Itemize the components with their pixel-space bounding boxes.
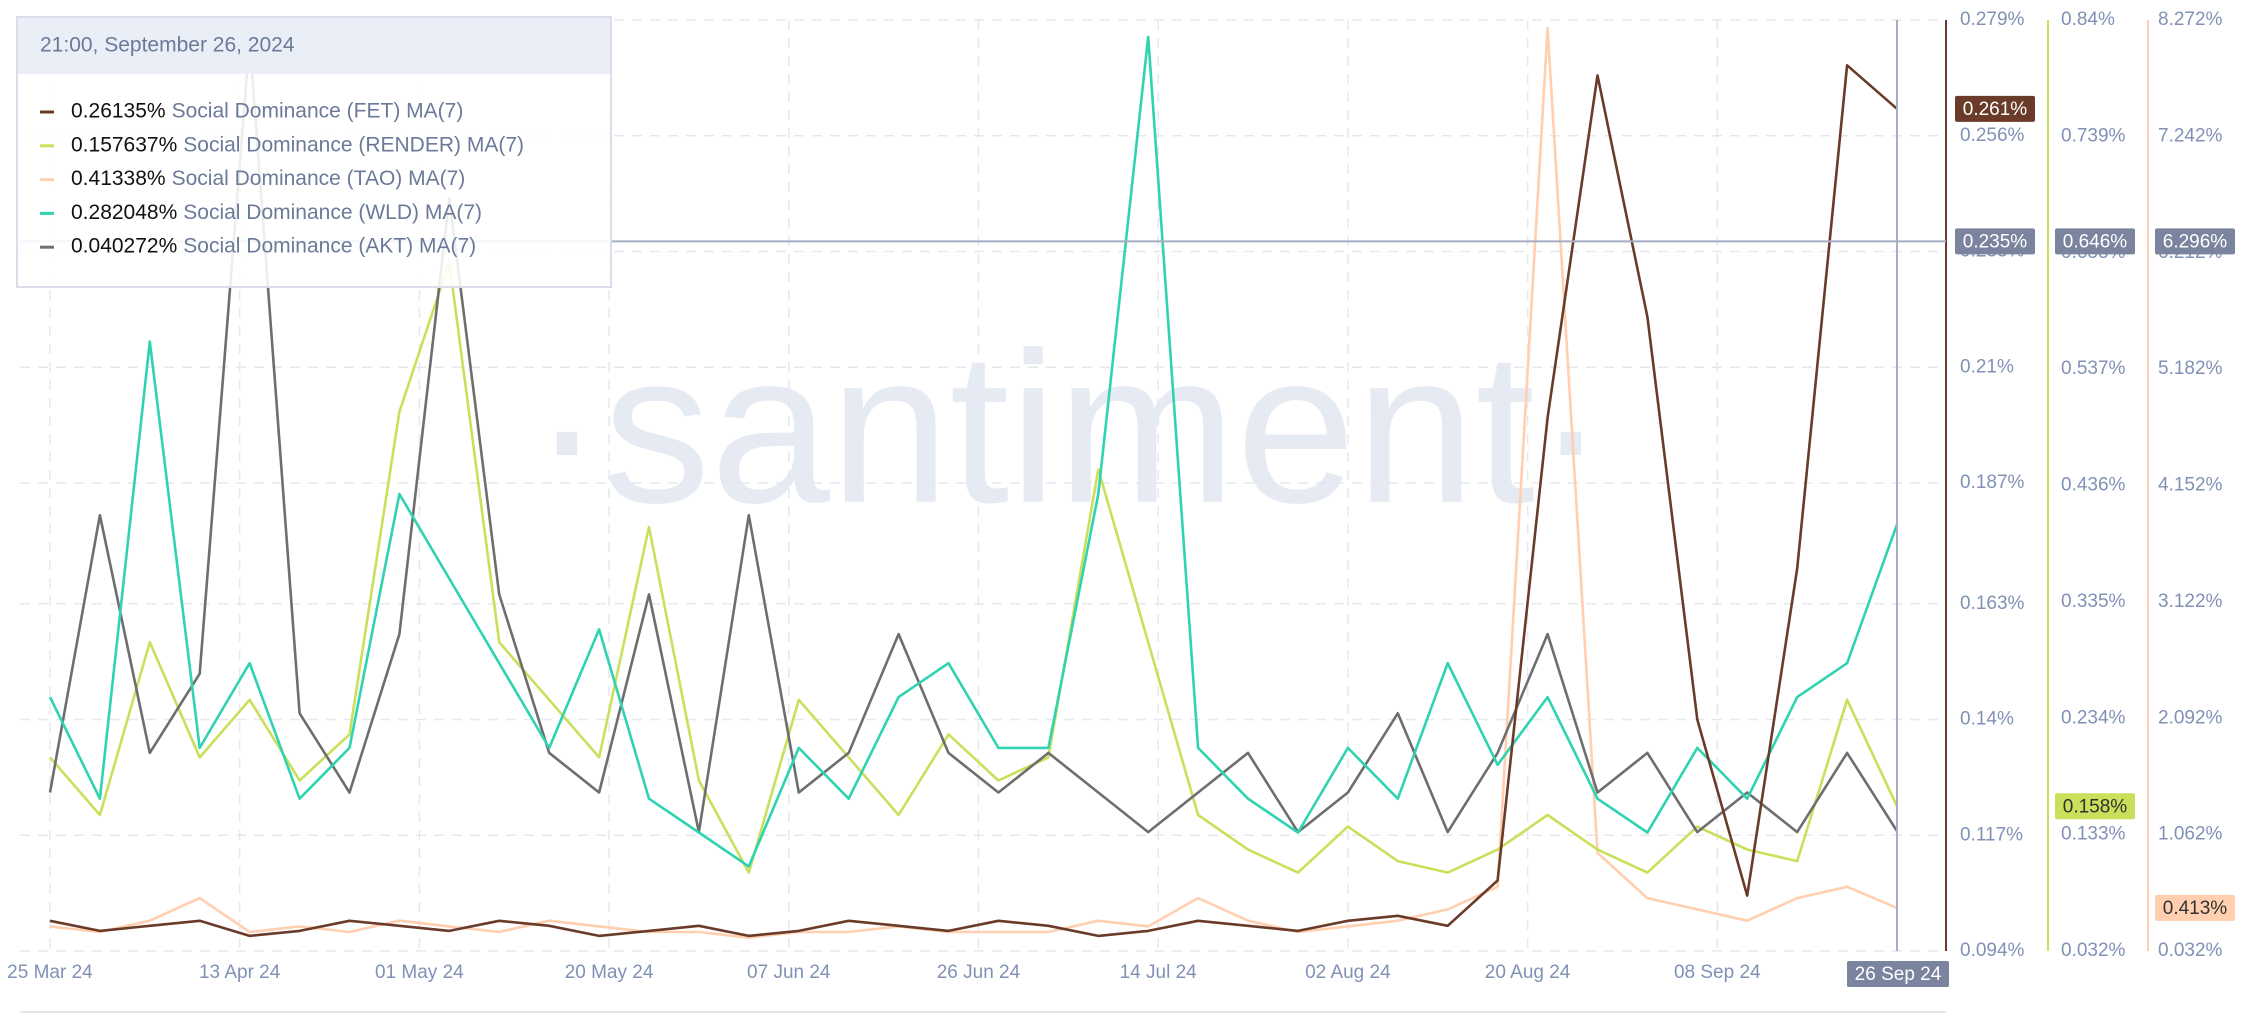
x-tick-label: 26 Jun 24 bbox=[937, 962, 1021, 983]
y-tick-label: 0.032% bbox=[2061, 940, 2126, 961]
y-tick-label: 0.032% bbox=[2158, 940, 2223, 961]
legend-value: 0.040272% bbox=[71, 235, 177, 258]
x-tick-label: 07 Jun 24 bbox=[747, 962, 831, 983]
legend-name: Social Dominance (RENDER) MA(7) bbox=[183, 133, 524, 156]
last-value-badge: 0.158% bbox=[2063, 796, 2128, 817]
y-tick-label: 0.117% bbox=[1960, 824, 2023, 845]
last-value-badge-bg bbox=[2155, 894, 2235, 921]
y-tick-label: 0.14% bbox=[1960, 709, 2014, 730]
tooltip-title: 21:00, September 26, 2024 bbox=[40, 34, 295, 57]
y-tick-label: 0.094% bbox=[1960, 940, 2025, 961]
y-tick-label: 0.187% bbox=[1960, 472, 2025, 493]
x-tick-label: 01 May 24 bbox=[375, 962, 464, 983]
y-tick-label: 0.256% bbox=[1960, 125, 2025, 146]
y-tick-label: 0.739% bbox=[2061, 125, 2126, 146]
crosshair-label-bg bbox=[1955, 228, 2035, 255]
crosshair-label: 6.296% bbox=[2163, 231, 2228, 252]
y-tick-label: 0.234% bbox=[2061, 707, 2126, 728]
tooltip-header bbox=[18, 18, 610, 74]
y-tick-label: 1.062% bbox=[2158, 824, 2223, 845]
y-tick-label: 8.272% bbox=[2158, 9, 2223, 30]
y-tick-label: 0.537% bbox=[2061, 358, 2126, 379]
x-tick-label: 02 Aug 24 bbox=[1305, 962, 1391, 983]
legend-value: 0.157637% bbox=[71, 133, 177, 156]
legend-value: 0.26135% bbox=[71, 100, 166, 123]
x-tick-label: 20 Aug 24 bbox=[1485, 962, 1571, 983]
y-tick-label: 0.21% bbox=[1960, 356, 2014, 377]
x-tick-label: 25 Mar 24 bbox=[7, 962, 93, 983]
series-line bbox=[48, 38, 1899, 834]
x-tick-label: 20 May 24 bbox=[565, 962, 654, 983]
watermark: ·santiment· bbox=[531, 307, 1606, 548]
crosshair-label-bg bbox=[2055, 228, 2135, 255]
legend-value: 0.282048% bbox=[71, 201, 177, 224]
series-line bbox=[48, 35, 1899, 868]
legend-value: 0.41338% bbox=[71, 167, 166, 190]
series-line bbox=[49, 260, 1899, 874]
y-tick-label: 0.436% bbox=[2061, 475, 2126, 496]
y-tick-label: 0.335% bbox=[2061, 591, 2126, 612]
last-value-badge-bg bbox=[2055, 793, 2135, 820]
last-value-badge: 0.261% bbox=[1963, 99, 2028, 120]
y-tick-label: 0.133% bbox=[2061, 824, 2126, 845]
crosshair-label-bg bbox=[2155, 228, 2235, 255]
legend-name: Social Dominance (TAO) MA(7) bbox=[172, 167, 466, 190]
y-tick-label: 2.092% bbox=[2158, 707, 2223, 728]
last-value-badge-bg bbox=[1955, 95, 2035, 122]
y-tick-label: 4.152% bbox=[2158, 475, 2223, 496]
x-tick-label: 14 Jul 24 bbox=[1120, 962, 1198, 983]
legend-name: Social Dominance (AKT) MA(7) bbox=[183, 235, 476, 258]
y-tick-label: 7.242% bbox=[2158, 125, 2223, 146]
series-line bbox=[49, 26, 1898, 940]
last-value-badge: 0.413% bbox=[2163, 898, 2228, 919]
y-tick-label: 0.84% bbox=[2061, 9, 2115, 30]
y-tick-label: 0.163% bbox=[1960, 593, 2025, 614]
crosshair-date-bg bbox=[1847, 961, 1949, 987]
crosshair-date: 26 Sep 24 bbox=[1855, 964, 1942, 985]
x-tick-label: 08 Sep 24 bbox=[1674, 962, 1761, 983]
crosshair-label: 0.235% bbox=[1963, 231, 2028, 252]
y-tick-label: 3.122% bbox=[2158, 591, 2223, 612]
y-tick-label: 0.279% bbox=[1960, 9, 2025, 30]
y-tick-label: 5.182% bbox=[2158, 358, 2223, 379]
legend-name: Social Dominance (WLD) MA(7) bbox=[183, 201, 482, 224]
x-tick-label: 13 Apr 24 bbox=[199, 962, 281, 983]
legend-name: Social Dominance (FET) MA(7) bbox=[172, 100, 464, 123]
series-line bbox=[49, 64, 1898, 938]
crosshair-label: 0.646% bbox=[2063, 231, 2128, 252]
